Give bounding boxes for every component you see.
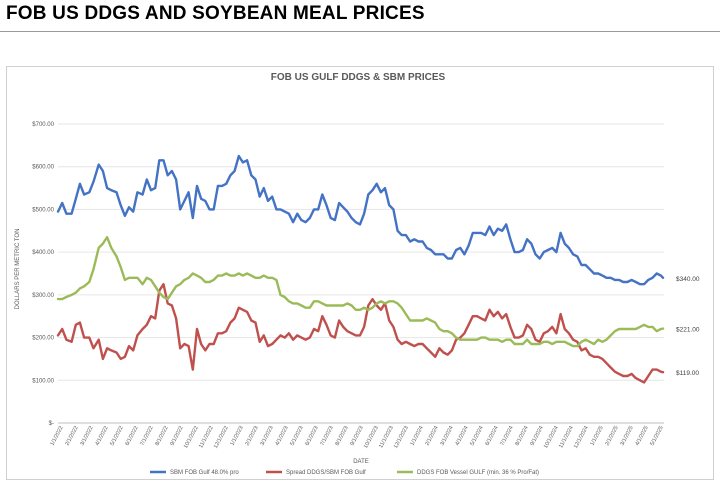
x-tick-label: 1/1/2022: [49, 425, 64, 447]
x-tick-label: 7/1/2022: [139, 425, 154, 447]
y-tick-label: $700.00: [32, 122, 54, 128]
y-axis-label: DOLLARS PER METRIC TON: [15, 229, 21, 310]
legend: SBM FOB Gulf 48.0% pro Spread DDGS/SBM FO…: [150, 470, 539, 476]
x-tick-label: 12/1/2022: [213, 425, 230, 449]
series-line: [56, 154, 665, 286]
x-tick-label: 10/1/2024: [543, 425, 560, 449]
x-tick-label: 9/1/2023: [349, 425, 364, 447]
x-tick-label: 4/1/2023: [274, 425, 289, 447]
x-tick-label: 1/1/2025: [589, 425, 604, 447]
x-tick-label: 4/1/2025: [634, 425, 649, 447]
x-tick-label: 6/1/2023: [304, 425, 319, 447]
series-end-label: $340.00: [676, 276, 700, 283]
x-axis-label: DATE: [353, 459, 369, 465]
x-tick-label: 3/1/2024: [439, 425, 454, 447]
x-tick-label: 2/1/2022: [64, 425, 79, 447]
x-tick-label: 3/1/2022: [79, 425, 94, 447]
x-tick-label: 11/1/2024: [558, 425, 575, 449]
y-tick-labels: $- $100.00 $200.00 $300.00 $400.00 $500.00 $60…: [32, 122, 54, 427]
series-line: [56, 283, 665, 384]
x-tick-label: 9/1/2024: [529, 425, 544, 447]
page-title: FOB US DDGS AND SOYBEAN MEAL PRICES: [6, 3, 425, 24]
x-tick-label: 4/1/2022: [94, 425, 109, 447]
series-lines: [56, 154, 665, 384]
x-tick-label: 5/1/2024: [469, 425, 484, 447]
x-tick-label: 2/1/2025: [604, 425, 619, 447]
x-tick-label: 2/1/2024: [424, 425, 439, 447]
legend-label: DDGS FOB Vessel GULF (min. 36 % Pro/Fat): [417, 470, 539, 476]
x-tick-label: 11/1/2022: [198, 425, 215, 449]
y-tick-label: $400.00: [32, 250, 54, 256]
series-end-label: $119.00: [676, 370, 699, 377]
x-tick-label: 12/1/2023: [393, 425, 410, 449]
x-tick-label: 5/1/2022: [109, 425, 124, 447]
y-tick-label: $500.00: [32, 207, 54, 213]
series-line: [56, 236, 665, 348]
end-value-labels: $340.00 $119.00 $221.00: [676, 276, 700, 377]
legend-label: Spread DDGS/SBM FOB Gulf: [286, 470, 366, 476]
x-tick-label: 7/1/2023: [319, 425, 334, 447]
x-tick-label: 2/1/2023: [244, 425, 259, 447]
gridlines: [58, 123, 664, 424]
legend-label: SBM FOB Gulf 48.0% pro: [170, 470, 239, 476]
x-tick-label: 1/1/2023: [229, 425, 244, 447]
y-tick-label: $600.00: [32, 165, 54, 171]
x-tick-label: 5/1/2023: [289, 425, 304, 447]
x-tick-label: 9/1/2022: [169, 425, 184, 447]
x-tick-label: 1/1/2024: [409, 425, 424, 447]
x-tick-labels: 1/1/2022 2/1/2022 3/1/2022 4/1/2022 5/1/2022…: [49, 425, 664, 449]
series-end-label: $221.00: [676, 327, 700, 334]
y-tick-label: $200.00: [32, 336, 54, 342]
title-divider: [0, 31, 720, 32]
x-tick-label: 8/1/2022: [154, 425, 169, 447]
x-tick-label: 10/1/2022: [183, 425, 200, 449]
chart-title: FOB US GULF DDGS & SBM PRICES: [271, 72, 446, 83]
x-tick-label: 4/1/2024: [454, 425, 469, 447]
x-tick-label: 10/1/2023: [363, 425, 380, 449]
x-tick-label: 7/1/2024: [499, 425, 514, 447]
y-tick-label: $-: [49, 421, 54, 427]
x-tick-label: 8/1/2023: [334, 425, 349, 447]
x-tick-label: 3/1/2025: [619, 425, 634, 447]
x-tick-label: 6/1/2022: [124, 425, 139, 447]
x-tick-label: 12/1/2024: [573, 425, 590, 449]
x-tick-label: 11/1/2023: [378, 425, 395, 449]
x-tick-label: 6/1/2024: [484, 425, 499, 447]
x-tick-label: 8/1/2024: [514, 425, 529, 447]
y-tick-label: $100.00: [32, 378, 54, 384]
x-tick-label: 5/1/2025: [649, 425, 664, 447]
x-tick-label: 3/1/2023: [259, 425, 274, 447]
y-tick-label: $300.00: [32, 293, 54, 299]
